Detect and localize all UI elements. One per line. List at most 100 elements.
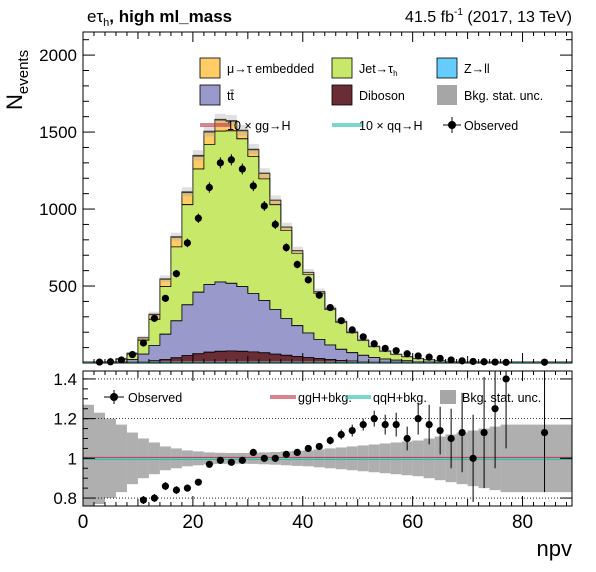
legend-label-jet_tau: Jet→τh: [359, 62, 398, 78]
legend-label-diboson: Diboson: [359, 89, 405, 103]
observed-point: [349, 326, 356, 333]
ratio-y-tick-label: 0.8: [53, 489, 77, 508]
top-unc-bin: [193, 150, 204, 160]
ratio-point: [541, 429, 548, 436]
observed-point: [162, 295, 169, 302]
observed-point: [239, 165, 246, 172]
ratio-point: [140, 496, 147, 503]
observed-point: [217, 159, 224, 166]
legend-label-text: Jet→τ: [359, 62, 393, 76]
legend-observed-marker: [448, 121, 456, 129]
legend-label-qqH_line: 10 × qq→H: [359, 119, 423, 133]
x-axis-label: npv: [537, 536, 572, 561]
ratio-point: [437, 427, 444, 434]
ratio-point: [491, 405, 498, 412]
legend-label-zll: Z→ll: [464, 62, 490, 76]
ratio-point: [184, 485, 191, 492]
observed-point: [404, 350, 411, 357]
top-unc-bin: [248, 144, 259, 154]
ratio-point: [502, 375, 509, 382]
observed-point: [206, 184, 213, 191]
observed-point: [360, 333, 367, 340]
lumi-label: 41.5 fb-1 (2017, 13 TeV): [405, 7, 572, 26]
observed-point: [415, 352, 422, 359]
ratio-point: [470, 455, 477, 462]
ratio-unc-bin: [171, 448, 182, 468]
observed-point: [305, 276, 312, 283]
ratio-unc-bin: [160, 446, 171, 470]
legend-label-text: tt̄: [227, 89, 234, 103]
observed-point: [294, 261, 301, 268]
legend-label-text: Bkg. stat. unc.: [464, 89, 543, 103]
ratio-legend-label-bkg_unc: Bkg. stat. unc.: [462, 391, 541, 405]
observed-point: [426, 354, 433, 361]
y-axis-label-main: N: [2, 94, 27, 110]
observed-point: [250, 182, 257, 189]
top-unc-bin: [138, 336, 149, 340]
lumi-value: 41.5 fb: [405, 9, 454, 26]
observed-point: [338, 317, 345, 324]
top-unc-bin: [259, 168, 270, 178]
ratio-y-tick-label: 1.2: [53, 410, 77, 429]
ratio-legend-label-observed: Observed: [128, 391, 182, 405]
ratio-legend: Observed ggH+bkg. qqH+bkg. Bkg. stat. unc.: [104, 390, 541, 405]
x-tick-label: 40: [292, 512, 313, 533]
observed-point: [316, 292, 323, 299]
ratio-legend-unc-swatch: [440, 390, 456, 404]
ratio-point: [228, 459, 235, 466]
top-unc-bin: [215, 114, 226, 125]
ratio-unc-bin: [358, 445, 369, 471]
observed-point: [107, 358, 114, 365]
lumi-rest: (2017, 13 TeV): [463, 9, 572, 26]
top-unc-bin: [204, 126, 215, 137]
ratio-point: [480, 429, 487, 436]
observed-point: [393, 347, 400, 354]
ratio-unc-bin: [336, 447, 347, 469]
top-unc-bin: [303, 269, 314, 276]
ratio-unc-bin: [325, 448, 336, 468]
ratio-point: [327, 437, 334, 444]
ratio-point: [393, 421, 400, 428]
observed-point: [491, 358, 498, 365]
ratio-unc-bin: [413, 440, 424, 476]
x-tick-label: 60: [402, 512, 423, 533]
ratio-unc-bin: [314, 449, 325, 467]
ratio-unc-bin: [182, 450, 193, 466]
ratio-point: [305, 445, 312, 452]
top-unc-bin: [270, 195, 281, 204]
ratio-point: [459, 429, 466, 436]
observed-point: [382, 345, 389, 352]
ratio-point: [162, 483, 169, 490]
ratio-point: [349, 427, 356, 434]
ratio-point: [294, 449, 301, 456]
ratio-point: [173, 487, 180, 494]
legend-label-observed: Observed: [464, 119, 518, 133]
ratio-unc-bin: [380, 443, 391, 473]
legend-label-text: 10 × qq→H: [359, 119, 423, 133]
ratio-unc-bin: [303, 450, 314, 466]
y-tick-label: 1000: [39, 200, 77, 219]
legend-swatch-bkg_unc: [437, 85, 457, 105]
observed-point: [129, 351, 136, 358]
ratio-point: [151, 494, 158, 501]
legend-label-ttbar: tt̄: [227, 89, 234, 103]
observed-point: [151, 315, 158, 322]
ratio-point: [261, 455, 268, 462]
legend-label-sub: h: [393, 69, 397, 78]
observed-point: [272, 221, 279, 228]
ratio-unc-bin: [105, 419, 116, 498]
y-tick-label: 2000: [39, 46, 77, 65]
top-unc-bin: [171, 233, 182, 241]
legend-label-embedded: μ→τ embedded: [227, 62, 314, 76]
top-unc-bin: [182, 187, 193, 196]
y-axis-label: Nevents: [2, 50, 32, 110]
ratio-legend-label-ggH_line: ggH+bkg.: [298, 391, 352, 405]
legend-label-text: μ→τ embedded: [227, 62, 314, 76]
observed-point: [261, 202, 268, 209]
observed-point: [140, 339, 147, 346]
top-unc-bin: [292, 247, 303, 254]
ratio-point: [250, 449, 257, 456]
ratio-point: [195, 479, 202, 486]
y-tick-label: 1500: [39, 123, 77, 142]
legend-label-text: 10 × gg→H: [227, 119, 291, 133]
